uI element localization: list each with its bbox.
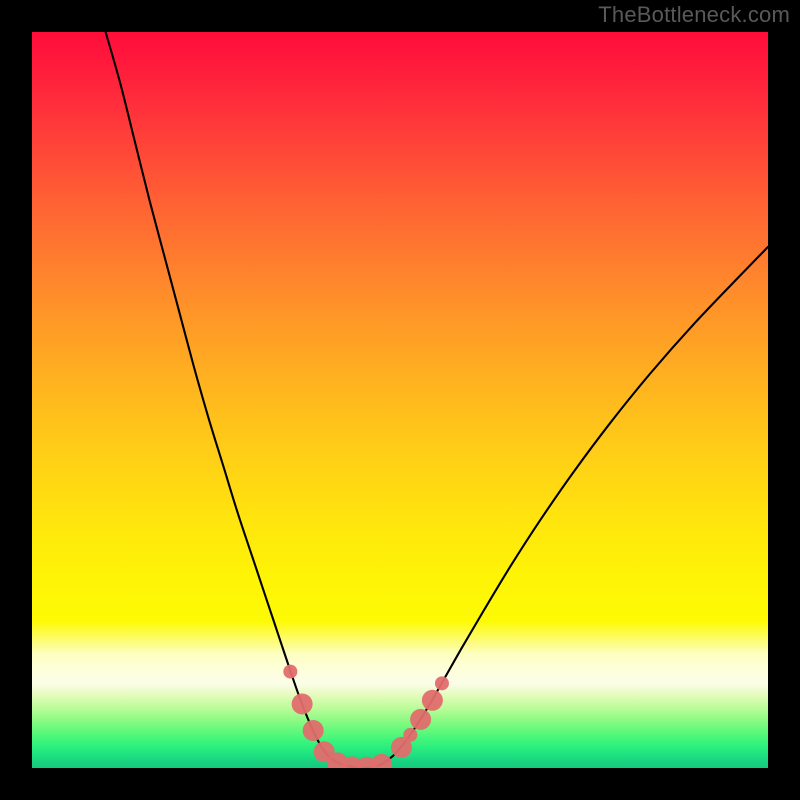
marker-11 bbox=[422, 690, 443, 711]
marker-10 bbox=[410, 709, 431, 730]
marker-0 bbox=[283, 665, 297, 679]
bottleneck-chart bbox=[0, 0, 800, 800]
watermark-text: TheBottleneck.com bbox=[598, 2, 790, 28]
marker-9 bbox=[403, 728, 417, 742]
chart-stage: TheBottleneck.com bbox=[0, 0, 800, 800]
marker-1 bbox=[292, 693, 313, 714]
marker-2 bbox=[303, 720, 324, 741]
plot-background-gradient bbox=[32, 32, 768, 768]
marker-12 bbox=[435, 676, 449, 690]
